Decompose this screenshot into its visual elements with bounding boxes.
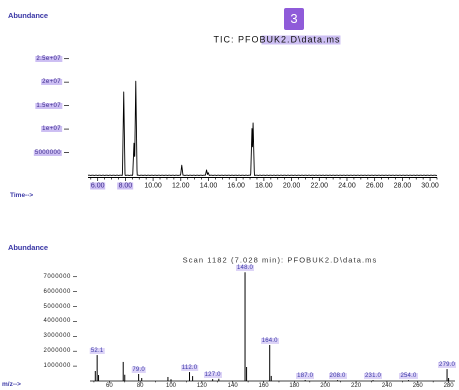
tic-y-tick-label: 2e+07 (41, 79, 62, 86)
spectrum-peak-label: 187.0 (296, 372, 315, 379)
spectrum-y-tick-label: 6000000 (43, 288, 71, 295)
tic-x-tick-label: 10.00 (144, 182, 162, 190)
tic-chart-title: TIC: PFOBUK2.D\data.ms (213, 34, 341, 45)
spectrum-peak-label: 112.0 (180, 365, 199, 372)
spectrum-peak-label: 52.1 (89, 348, 105, 355)
tic-x-tick-label: 30.00 (421, 182, 439, 190)
spectrum-y-tick-label: 5000000 (43, 303, 71, 310)
spectrum-x-tick-label: 160 (258, 382, 269, 389)
spectrum-x-tick-label: 120 (196, 382, 207, 389)
tic-x-axis-label: Time--> (10, 192, 34, 199)
spectrum-peak-label: 279.0 (438, 362, 457, 369)
tic-x-tick-label: 28.00 (393, 182, 412, 190)
tic-y-tick-label: 1.5e+07 (35, 102, 62, 109)
spectrum-peak-label: 231.0 (364, 373, 383, 380)
spectrum-peak-label: 208.0 (328, 373, 347, 380)
spectrum-peak-label: 164.0 (260, 337, 279, 344)
spectrum-x-tick-label: 140 (227, 382, 238, 389)
spectrum-x-tick-label: 200 (320, 382, 331, 389)
spectrum-peak-label: 127.0 (203, 372, 222, 379)
tic-x-tick-label: 8.00 (117, 182, 134, 190)
tic-x-tick-label: 22.00 (310, 182, 329, 190)
tic-x-tick-label: 20.00 (282, 182, 301, 190)
tic-x-tick-label: 24.00 (338, 182, 356, 190)
tic-x-tick-label: 16.00 (227, 182, 245, 190)
tic-y-tick-label: 5000000 (33, 149, 62, 156)
tic-y-axis-label: Abundance (8, 11, 48, 20)
spectrum-x-tick-label: 180 (289, 382, 300, 389)
spectrum-y-tick-label: 3000000 (43, 333, 71, 340)
tic-x-tick-label: 14.00 (199, 182, 218, 190)
spectrum-y-tick-label: 4000000 (43, 318, 71, 325)
spectrum-x-tick-label: 80 (136, 382, 144, 389)
tic-y-tick-label: 1e+07 (41, 126, 62, 133)
tic-x-tick-label: 18.00 (255, 182, 273, 190)
spectrum-y-tick-label: 1000000 (43, 363, 71, 370)
spectrum-x-tick-label: 260 (412, 382, 423, 389)
spectrum-x-axis-label: m/z--> (2, 381, 21, 388)
spectrum-peak-label: 79.0 (131, 366, 146, 373)
spectrum-chart-title: Scan 1182 (7.028 min): PFOBUK2.D\data.ms (182, 255, 378, 265)
spectrum-x-tick-label: 280 (443, 382, 454, 389)
spectrum-y-axis-label: Abundance (8, 243, 48, 252)
overlay-number-badge: 3 (284, 8, 304, 30)
spectrum-y-tick-label: 2000000 (43, 348, 71, 355)
spectrum-x-tick-label: 100 (165, 382, 177, 389)
spectrum-x-tick-label: 220 (351, 382, 362, 389)
spectrum-peak-label: 148.0 (236, 265, 255, 272)
tic-x-tick-label: 6.00 (89, 182, 106, 190)
spectrum-y-tick-label: 7000000 (43, 273, 71, 280)
spectrum-peak-label: 254.0 (399, 373, 418, 380)
spectrum-x-tick-label: 240 (381, 382, 392, 389)
spectrum-x-tick-label: 60 (105, 382, 113, 389)
tic-trace (87, 80, 438, 176)
tic-x-tick-label: 12.00 (172, 182, 190, 190)
tic-x-tick-label: 26.00 (365, 182, 384, 190)
tic-y-tick-label: 2.5e+07 (35, 55, 62, 62)
